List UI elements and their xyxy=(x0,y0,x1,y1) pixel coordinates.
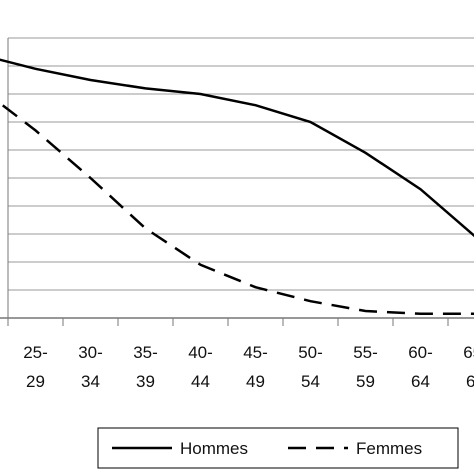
x-tick-label: 40-44 xyxy=(188,343,213,391)
legend-label: Hommes xyxy=(180,439,248,458)
x-tick-label: 60-64 xyxy=(408,343,433,391)
x-tick-label: 45-49 xyxy=(243,343,268,391)
line-series xyxy=(0,58,474,238)
x-tick-label: 35-39 xyxy=(133,343,158,391)
legend-label: Femmes xyxy=(356,439,422,458)
line-series xyxy=(0,101,474,316)
x-tick-label: 30-34 xyxy=(78,343,103,391)
x-tick-label: 50-54 xyxy=(298,343,323,391)
x-tick-label: 55-59 xyxy=(353,343,378,391)
x-tick-label: 25-29 xyxy=(23,343,48,391)
x-tick-label: 65-69 xyxy=(463,343,474,391)
